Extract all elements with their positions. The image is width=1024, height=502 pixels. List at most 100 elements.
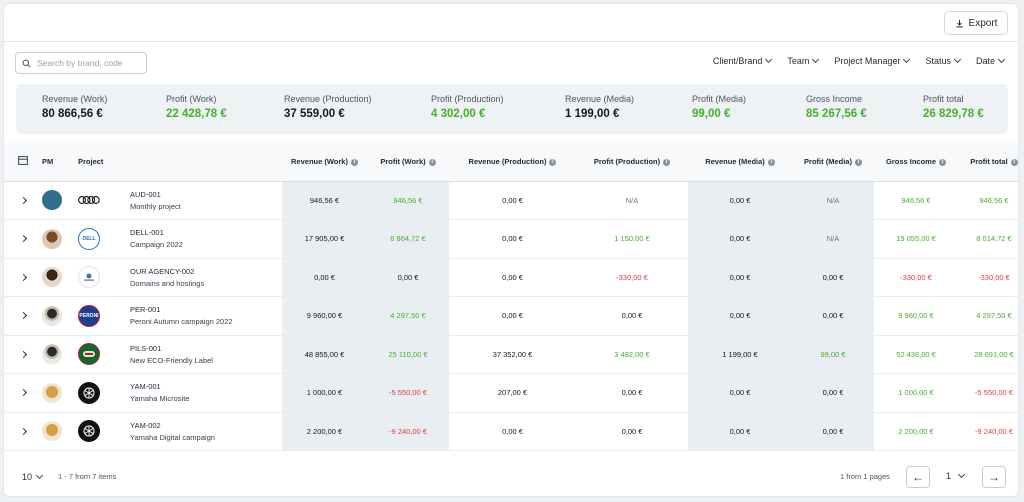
- filter-date[interactable]: Date: [976, 55, 1006, 66]
- filter-label: Status: [925, 56, 951, 66]
- value-cell: 946,56 €: [367, 181, 449, 220]
- chevron-right-icon[interactable]: [19, 427, 27, 435]
- project-code: PER-001: [130, 305, 161, 315]
- value-cell: 6 864,72 €: [367, 219, 449, 259]
- value-cell: -330,00 €: [576, 258, 688, 297]
- project-cell[interactable]: DELL-001 Campaign 2022: [130, 219, 282, 259]
- value-cell: 946,56 €: [282, 181, 367, 220]
- column-settings-header[interactable]: [4, 143, 42, 182]
- row-expand-cell[interactable]: [4, 412, 42, 451]
- logo-text: DELL: [82, 235, 96, 242]
- value-cell: 0,00 €: [688, 373, 792, 413]
- search-box[interactable]: [15, 52, 147, 74]
- value-cell: 1 150,00 €: [576, 219, 688, 259]
- stat-value: 26 829,78 €: [923, 108, 984, 120]
- stat-value: 37 559,00 €: [284, 108, 345, 120]
- value-cell: 19 055,00 €: [874, 219, 958, 259]
- search-icon: [22, 59, 31, 67]
- projects-table: PM Project Revenue (Work) i Profit (Work)…: [4, 143, 1018, 451]
- table-row[interactable]: DELL DELL-001 Campaign 2022 17 905,00 €6 86…: [4, 219, 1018, 259]
- info-icon[interactable]: i: [350, 158, 358, 166]
- project-cell[interactable]: OUR AGENCY-002 Domains and hostings: [130, 258, 282, 297]
- export-button[interactable]: Export: [944, 11, 1008, 35]
- stat-label: Gross Income: [806, 94, 863, 104]
- chevron-right-icon[interactable]: [19, 350, 27, 358]
- row-expand-cell[interactable]: [4, 258, 42, 297]
- project-name: Yamaha Microsite: [130, 394, 190, 404]
- table-row[interactable]: PERONI PER-001 Peroni Autumn campaign 2022…: [4, 296, 1018, 336]
- brand-logo: [78, 266, 100, 289]
- header-spacer: [130, 143, 282, 182]
- logo-text: PERONI: [79, 312, 99, 319]
- header-profit-total[interactable]: Profit total i: [958, 143, 1018, 182]
- header-revenue-production[interactable]: Revenue (Production) i: [449, 143, 576, 182]
- summary-revenue-media: Revenue (Media) 1 199,00 €: [565, 94, 634, 120]
- project-name: Peroni Autumn campaign 2022: [130, 317, 233, 327]
- header-gross-income[interactable]: Gross Income i: [874, 143, 958, 182]
- value-cell: 0,00 €: [449, 412, 576, 451]
- table-row[interactable]: YAM-002 Yamaha Digital campaign 2 200,00 €…: [4, 412, 1018, 451]
- page-size-select[interactable]: 10: [22, 471, 44, 482]
- info-icon[interactable]: i: [939, 158, 947, 166]
- next-page-button[interactable]: →: [982, 466, 1006, 488]
- project-cell[interactable]: YAM-001 Yamaha Microsite: [130, 373, 282, 413]
- value-cell: N/A: [576, 181, 688, 220]
- info-icon[interactable]: i: [428, 158, 436, 166]
- row-expand-cell[interactable]: [4, 373, 42, 413]
- table-row[interactable]: AUD-001 Monthly project 946,56 €946,56 €0,…: [4, 181, 1018, 220]
- pagination-footer: 10 1 - 7 from 7 items 1 from 1 pages ← 1…: [4, 462, 1018, 492]
- info-icon[interactable]: i: [767, 158, 775, 166]
- avatar: [42, 382, 62, 403]
- info-icon[interactable]: i: [663, 158, 671, 166]
- project-code: YAM-002: [130, 420, 161, 430]
- table-row[interactable]: OUR AGENCY-002 Domains and hostings 0,00 €…: [4, 258, 1018, 297]
- filter-client-brand[interactable]: Client/Brand: [713, 55, 773, 66]
- header-profit-production[interactable]: Profit (Production) i: [576, 143, 688, 182]
- previous-page-button[interactable]: ←: [906, 466, 930, 488]
- value-cell: 0,00 €: [792, 373, 874, 413]
- chevron-right-icon[interactable]: [19, 235, 27, 243]
- download-icon: [955, 19, 963, 27]
- header-revenue-media[interactable]: Revenue (Media) i: [688, 143, 792, 182]
- filter-team[interactable]: Team: [787, 55, 820, 66]
- value-cell: 3 482,00 €: [576, 335, 688, 374]
- header-profit-media[interactable]: Profit (Media) i: [792, 143, 874, 182]
- value-cell: 48 855,00 €: [282, 335, 367, 374]
- value-cell: 28 691,00 €: [958, 335, 1018, 374]
- value-cell: N/A: [792, 219, 874, 259]
- info-icon[interactable]: i: [549, 158, 557, 166]
- project-cell[interactable]: PILS-001 New ECO-Friendly Label: [130, 335, 282, 374]
- logo-cell: [78, 258, 130, 297]
- value-cell: 8 014,72 €: [958, 219, 1018, 259]
- value-cell: 0,00 €: [688, 258, 792, 297]
- header-revenue-work[interactable]: Revenue (Work) i: [282, 143, 367, 182]
- brand-logo: PERONI: [78, 304, 100, 327]
- chevron-right-icon[interactable]: [19, 273, 27, 281]
- row-expand-cell[interactable]: [4, 219, 42, 259]
- header-label: Profit (Production): [593, 157, 661, 167]
- row-expand-cell[interactable]: [4, 181, 42, 220]
- row-expand-cell[interactable]: [4, 296, 42, 336]
- info-icon[interactable]: i: [854, 158, 862, 166]
- stat-label: Revenue (Production): [284, 94, 372, 104]
- chevron-right-icon[interactable]: [19, 389, 27, 397]
- filter-project-manager[interactable]: Project Manager: [834, 55, 911, 66]
- table-row[interactable]: PILS-001 New ECO-Friendly Label 48 855,00 …: [4, 335, 1018, 374]
- project-cell[interactable]: PER-001 Peroni Autumn campaign 2022: [130, 296, 282, 336]
- value-cell: -9 240,00 €: [958, 412, 1018, 451]
- chevron-right-icon[interactable]: [19, 312, 27, 320]
- stat-label: Profit (Media): [692, 94, 747, 104]
- project-cell[interactable]: AUD-001 Monthly project: [130, 181, 282, 220]
- brand-logo: [78, 189, 100, 212]
- header-label: Revenue (Production): [468, 157, 547, 167]
- filter-status[interactable]: Status: [925, 55, 962, 66]
- project-cell[interactable]: YAM-002 Yamaha Digital campaign: [130, 412, 282, 451]
- page-select[interactable]: 1: [946, 470, 966, 481]
- row-expand-cell[interactable]: [4, 335, 42, 374]
- table-row[interactable]: YAM-001 Yamaha Microsite 1 000,00 € -5 550,…: [4, 373, 1018, 413]
- chevron-down-icon: [903, 55, 911, 64]
- header-profit-work[interactable]: Profit (Work) i: [367, 143, 449, 182]
- search-input[interactable]: [37, 58, 137, 68]
- chevron-right-icon[interactable]: [19, 196, 27, 204]
- info-icon[interactable]: i: [1010, 158, 1018, 166]
